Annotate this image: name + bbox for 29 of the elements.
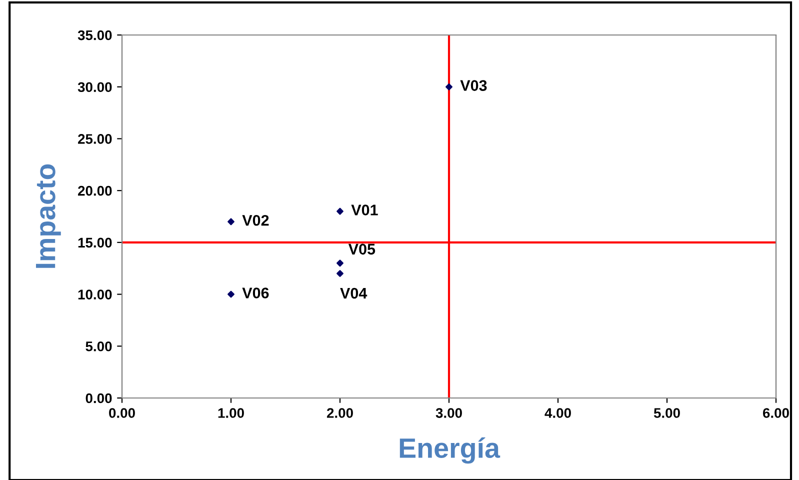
point (228, 290, 234, 298)
x-tick-label: 4.00 (544, 408, 571, 418)
y-tick-label: 10.00 (78, 290, 112, 300)
annotation: V02 (242, 214, 269, 226)
y-tick-label: 25.00 (78, 134, 112, 144)
x-axis-title: Energía (400, 437, 500, 464)
annotation: V03 (460, 80, 487, 91)
point (228, 218, 234, 226)
x-tick-label: 3.00 (436, 408, 462, 418)
y-tick-label: 35.00 (78, 30, 112, 40)
y-tick-label: 20.00 (78, 186, 112, 196)
point (446, 83, 452, 90)
annotation: V01 (351, 204, 378, 216)
x-tick-label: 5.00 (654, 408, 680, 418)
point (336, 208, 344, 215)
point (336, 270, 344, 278)
x-tick-label: 2.00 (326, 408, 353, 418)
y-tick-label: 0.00 (86, 393, 112, 404)
y-tick-label: 15.00 (78, 238, 112, 248)
point (336, 260, 344, 267)
annotation: V06 (242, 288, 269, 298)
x-tick-label: 1.00 (218, 408, 244, 418)
x-tick-label: 6.00 (762, 408, 789, 418)
annotation: V04 (340, 288, 368, 299)
x-tick-label: 0.00 (109, 408, 135, 418)
y-axis-title: Impacto (36, 164, 61, 268)
y-tick-label: 5.00 (86, 341, 112, 352)
annotation: V05 (348, 244, 376, 255)
y-tick-label: 30.00 (78, 82, 112, 92)
